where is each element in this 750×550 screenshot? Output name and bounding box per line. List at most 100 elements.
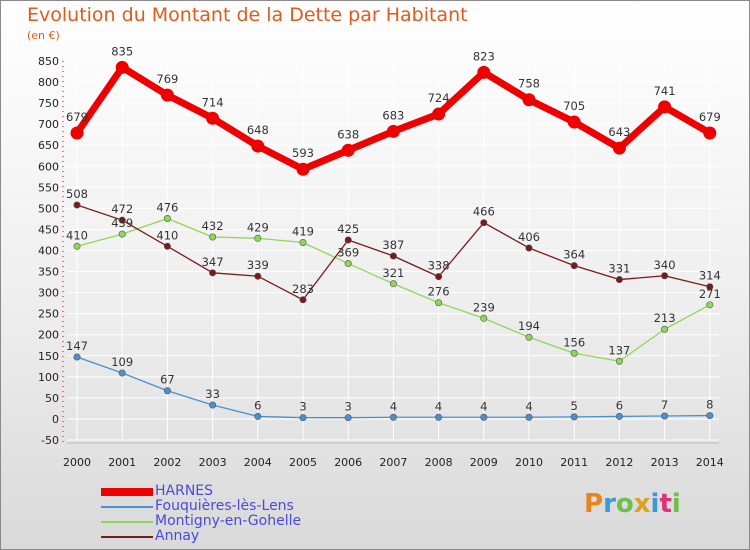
data-label: 239 [473,300,495,314]
x-tick-label: 2008 [425,456,453,469]
data-label: 364 [563,248,585,262]
data-point [658,100,672,114]
data-label: 4 [435,399,442,413]
proxiti-logo: Proxiti [584,489,681,519]
data-point [73,201,81,209]
data-label: 6 [616,398,623,412]
x-tick-label: 2002 [153,456,181,469]
y-tick-label: 150 [38,350,59,363]
data-label: 347 [202,255,224,269]
data-point [661,412,669,420]
data-point [570,413,578,421]
x-tick-label: 2004 [244,456,272,469]
y-tick-label: 50 [45,392,59,405]
y-tick-label: 800 [38,76,59,89]
data-label: 758 [518,77,540,91]
data-label: 67 [160,373,175,387]
data-label: 7 [661,398,668,412]
data-point [432,107,446,121]
data-point [480,413,488,421]
data-point [567,115,581,129]
data-label: 156 [563,335,585,349]
data-label: 109 [111,355,133,369]
data-point [118,230,126,238]
data-label: 283 [292,282,314,296]
data-point [163,214,171,222]
data-point [299,414,307,422]
data-point [435,299,443,307]
data-label: 593 [292,146,314,160]
data-label: 369 [337,246,359,260]
data-label: 4 [525,399,532,413]
y-tick-label: 850 [38,55,59,68]
data-label: 410 [156,228,178,242]
legend-swatch [101,506,153,508]
logo-letter: P [584,489,604,519]
data-point [389,252,397,260]
data-label: 648 [247,123,269,137]
data-label: 466 [473,205,495,219]
x-tick-label: 2001 [108,456,136,469]
y-tick-label: 100 [38,371,59,384]
data-point [115,60,129,74]
data-point [206,111,220,125]
data-label: 508 [66,187,88,201]
data-point [525,244,533,252]
data-label: 476 [156,200,178,214]
legend-swatch [101,521,153,523]
data-label: 33 [205,387,220,401]
y-tick-label: 450 [38,223,59,236]
data-label: 4 [390,399,397,413]
x-tick-label: 2000 [63,456,91,469]
data-point [522,93,536,107]
data-point [209,401,217,409]
data-label: 705 [563,99,585,113]
data-label: 835 [111,44,133,58]
data-label: 638 [337,127,359,141]
data-label: 3 [345,400,352,414]
x-tick-label: 2010 [515,456,543,469]
data-point [344,414,352,422]
data-point [525,333,533,341]
data-label: 823 [473,49,495,63]
data-label: 331 [608,262,630,276]
data-point [254,272,262,280]
data-label: 419 [292,224,314,238]
data-label: 5 [571,399,578,413]
data-point [163,387,171,395]
data-point [73,353,81,361]
data-label: 683 [382,108,404,122]
y-tick-label: 350 [38,266,59,279]
legend-swatch [101,536,153,538]
chart-subtitle: (en €) [27,29,60,42]
x-tick-label: 2003 [199,456,227,469]
legend-label: Montigny-en-Gohelle [155,513,302,529]
logo-letter: r [603,489,616,519]
data-point [386,124,400,138]
x-tick-label: 2006 [334,456,362,469]
data-point [209,269,217,277]
y-tick-label: 250 [38,308,59,321]
data-point [706,412,714,420]
data-point [73,242,81,250]
y-tick-label: 650 [38,139,59,152]
data-point [435,413,443,421]
data-point [661,325,669,333]
data-label: 406 [518,230,540,244]
data-point [661,272,669,280]
data-label: 679 [699,110,721,124]
logo-letter: i [650,489,660,519]
legend-label: HARNES [155,483,214,499]
data-point [344,260,352,268]
data-point [615,412,623,420]
data-label: 314 [699,269,721,283]
logo-letter: x [633,489,651,519]
x-tick-label: 2011 [560,456,588,469]
y-tick-label: 600 [38,160,59,173]
y-tick-label: -50 [41,434,59,447]
x-tick-label: 2005 [289,456,317,469]
data-label: 8 [706,398,713,412]
data-point [118,369,126,377]
data-label: 6 [254,398,261,412]
